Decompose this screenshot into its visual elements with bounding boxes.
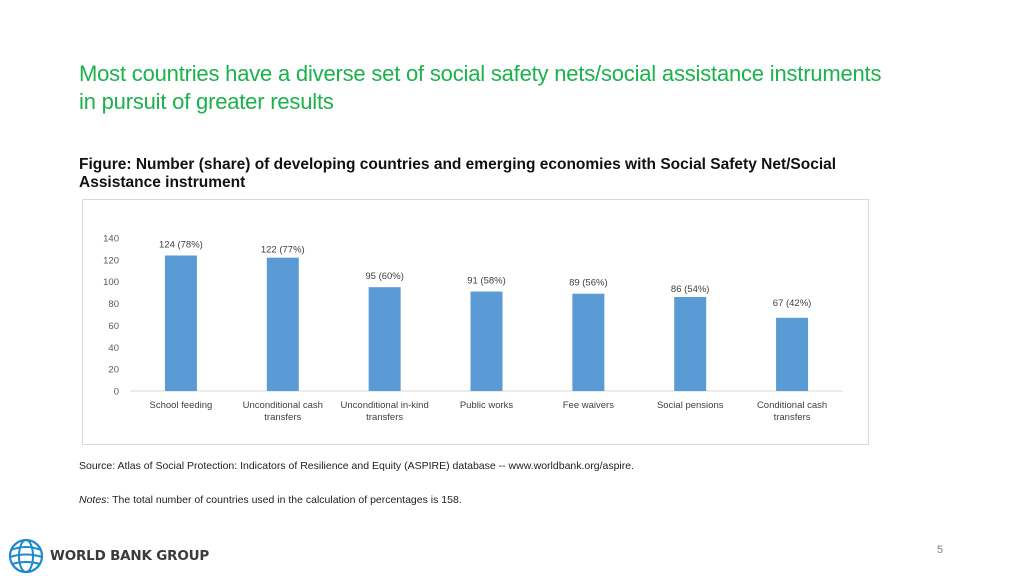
y-tick-label: 20 xyxy=(108,365,119,376)
x-tick-label: Unconditional in-kind xyxy=(341,400,429,411)
bar-data-label: 89 (56%) xyxy=(569,278,608,289)
x-tick-label: transfers xyxy=(774,412,811,423)
bar-chart-canvas: 0 20 40 60 80 100 120 140 124 (78%) School feedin… xyxy=(103,234,843,423)
notes-text: : The total number of countries used in … xyxy=(106,494,462,506)
logo-wordmark: WORLD BANK GROUP xyxy=(50,548,210,564)
bar-chart: 0 20 40 60 80 100 120 140 124 (78%) School feedin… xyxy=(82,199,869,445)
y-tick-label: 60 xyxy=(108,321,119,332)
y-tick-label: 100 xyxy=(103,277,119,288)
notes-line: Notes: The total number of countries use… xyxy=(79,494,462,506)
y-tick-label: 140 xyxy=(103,234,119,245)
figure-caption: Figure: Number (share) of developing cou… xyxy=(79,156,837,191)
bar xyxy=(572,293,605,391)
bar-data-label: 67 (42%) xyxy=(773,298,812,309)
x-tick-label: Conditional cash xyxy=(757,400,827,411)
bar xyxy=(470,291,503,391)
notes-label: Notes xyxy=(79,494,107,506)
bar xyxy=(164,255,197,391)
y-tick-label: 120 xyxy=(103,255,119,266)
x-tick-label: Public works xyxy=(460,400,514,411)
x-tick-label: Unconditional cash xyxy=(243,400,323,411)
bar xyxy=(776,317,809,391)
slide-title: Most countries have a diverse set of soc… xyxy=(79,61,882,114)
world-bank-logo: WORLD BANK GROUP xyxy=(8,536,209,576)
x-tick-label: transfers xyxy=(366,412,403,423)
bar-data-label: 122 (77%) xyxy=(261,245,305,256)
globe-icon xyxy=(8,538,44,574)
bar xyxy=(266,257,299,391)
y-tick-label: 40 xyxy=(108,343,119,354)
y-tick-label: 0 xyxy=(114,387,119,398)
bar-data-label: 86 (54%) xyxy=(671,284,710,295)
bar-data-label: 91 (58%) xyxy=(467,276,506,287)
x-tick-label: transfers xyxy=(264,412,301,423)
source-note: Source: Atlas of Social Protection: Indi… xyxy=(79,460,635,472)
bar xyxy=(368,287,401,391)
y-tick-label: 80 xyxy=(108,299,119,310)
bar xyxy=(674,297,707,391)
x-tick-label: Social pensions xyxy=(657,400,724,411)
x-tick-label: Fee waivers xyxy=(563,400,614,411)
bar-data-label: 95 (60%) xyxy=(365,271,404,282)
bar-data-label: 124 (78%) xyxy=(159,239,203,250)
x-tick-label: School feeding xyxy=(149,400,212,411)
page-number: 5 xyxy=(937,544,944,556)
